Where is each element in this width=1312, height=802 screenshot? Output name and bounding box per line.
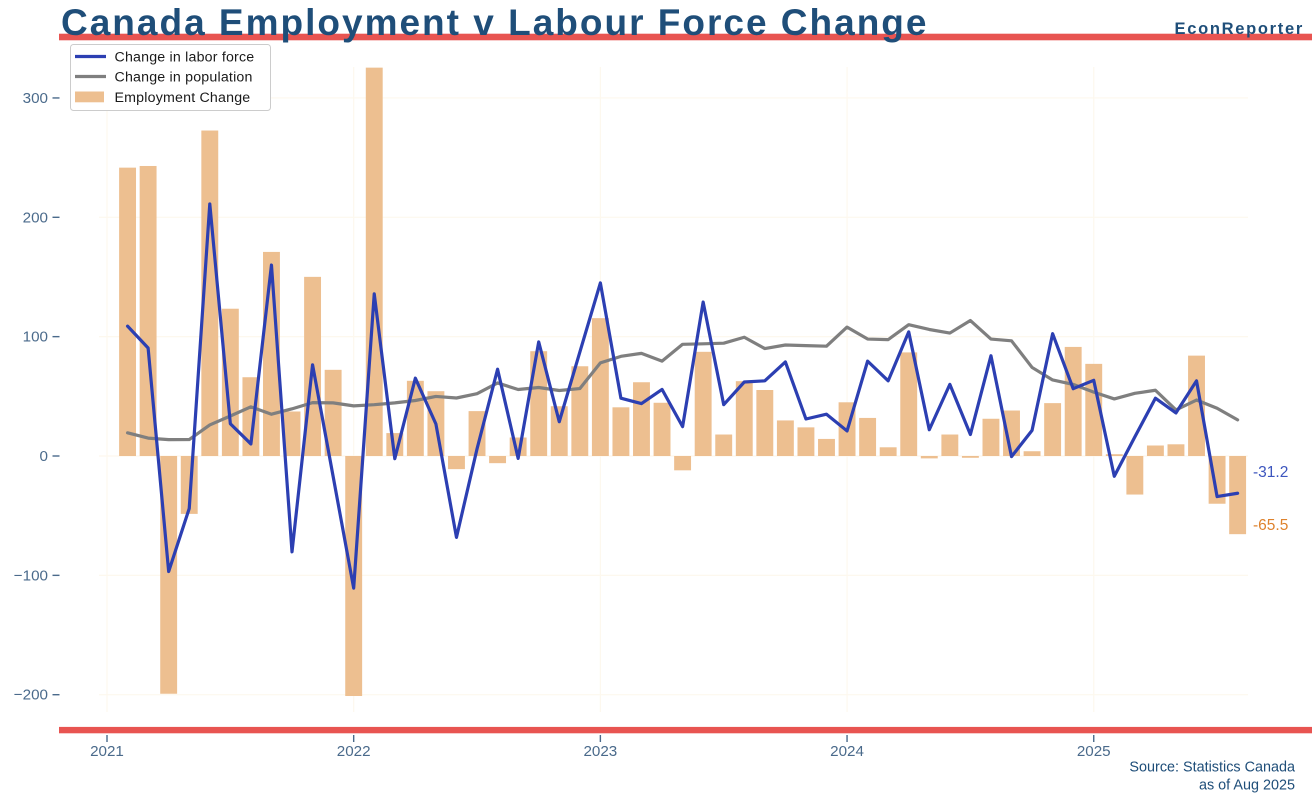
svg-text:-65.5: -65.5 (1253, 517, 1288, 534)
svg-text:2021: 2021 (90, 743, 124, 760)
svg-text:Canada Employment v Labour For: Canada Employment v Labour Force Change (61, 2, 928, 43)
svg-text:200: 200 (23, 209, 48, 226)
svg-text:Change in population: Change in population (115, 69, 253, 85)
svg-text:100: 100 (23, 329, 48, 346)
svg-text:2022: 2022 (337, 743, 371, 760)
svg-text:Employment Change: Employment Change (115, 90, 251, 106)
svg-text:Source: Statistics Canada: Source: Statistics Canada (1129, 760, 1295, 776)
svg-text:as of Aug 2025: as of Aug 2025 (1199, 778, 1295, 794)
svg-text:Change in labor force: Change in labor force (115, 49, 255, 65)
svg-text:0: 0 (40, 448, 48, 465)
svg-text:−200: −200 (14, 687, 48, 704)
svg-text:2024: 2024 (830, 743, 864, 760)
svg-text:2023: 2023 (583, 743, 617, 760)
svg-text:−100: −100 (14, 567, 48, 584)
svg-text:-31.2: -31.2 (1253, 464, 1288, 481)
svg-text:300: 300 (23, 90, 48, 107)
svg-text:2025: 2025 (1077, 743, 1111, 760)
svg-text:EconReporter: EconReporter (1174, 20, 1304, 38)
